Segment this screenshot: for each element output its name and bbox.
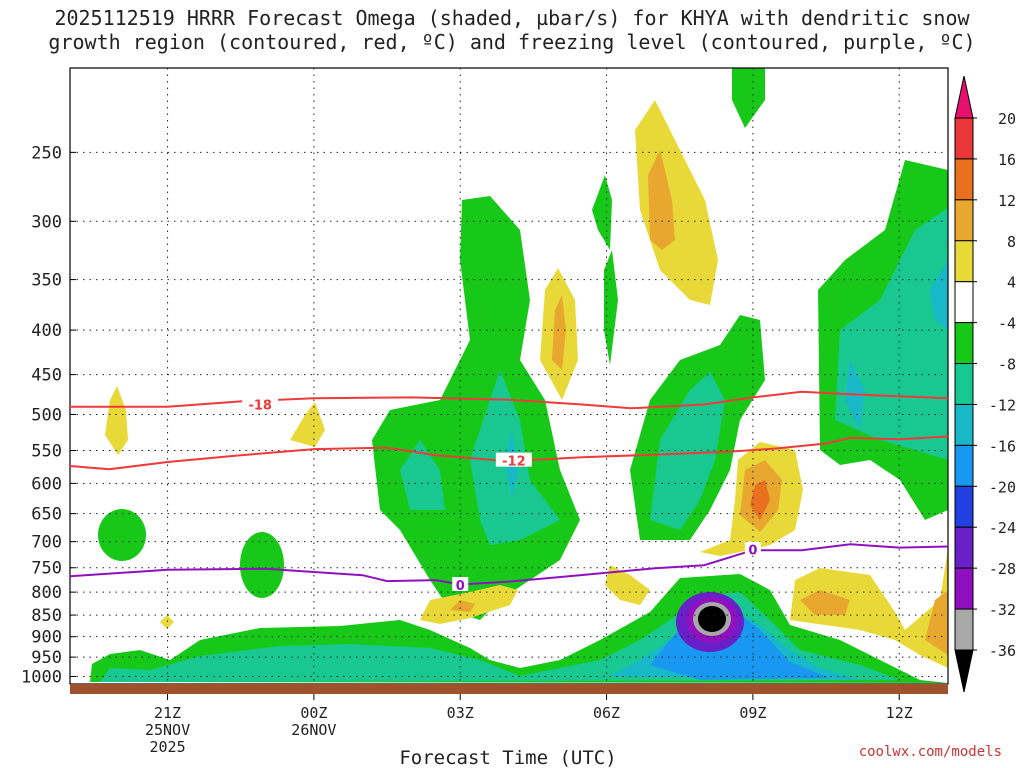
colorbar-bottom-triangle (954, 649, 974, 693)
contour-label: -18 (248, 398, 272, 413)
footer-credit: coolwx.com/models (858, 744, 1002, 760)
contour-label: 0 (456, 579, 465, 594)
omega-shade-orange-1030z (800, 590, 948, 655)
colorbar-label: -32 (989, 601, 1016, 619)
y-tick-label: 300 (31, 212, 62, 232)
y-tick-label: 700 (31, 533, 62, 553)
omega-shade-cyan-right (845, 260, 948, 430)
omega-shade-black-core (698, 606, 726, 632)
colorbar-box (954, 199, 974, 242)
x-axis-label: Forecast Time (UTC) (399, 747, 616, 768)
contour-label: 0 (748, 544, 757, 559)
colorbar-box (954, 158, 974, 201)
y-tick-label: 950 (31, 648, 62, 668)
omega-shade-orange-05z (552, 295, 566, 370)
omega-shade-yellow-blob-20z (105, 386, 128, 455)
y-tick-label: 500 (31, 405, 62, 425)
contour-label-bg (452, 576, 469, 591)
colorbar-label: 16 (998, 151, 1016, 169)
colorbar-box (954, 526, 974, 569)
chart-title: 2025112519 HRRR Forecast Omega (shaded, … (0, 6, 1024, 54)
contour-lines: -18 -12 0 0 (69, 390, 949, 594)
contour-line--18 (70, 390, 949, 410)
omega-shade-yellow-0730z (635, 100, 718, 305)
colorbar-box (954, 322, 974, 365)
colorbar-box (954, 403, 974, 446)
y-tick-label: 850 (31, 606, 62, 626)
colorbar-label: 12 (998, 192, 1016, 210)
colorbar-box (954, 444, 974, 487)
colorbar-label: -16 (989, 437, 1016, 455)
omega-shade-darkorange-0930z (750, 480, 770, 520)
colorbar-label: -12 (989, 396, 1016, 414)
omega-shade-yellow-blob-2330z (290, 402, 325, 447)
contour-label-bg (495, 452, 532, 467)
contour-label: -12 (502, 455, 526, 470)
omega-shade-teal-03z-column (400, 370, 560, 545)
omega-shade-green-blob-2130z (240, 532, 284, 598)
x-tick-label: 12Z (886, 704, 913, 722)
colorbar-label: -4 (998, 315, 1016, 333)
contour-label-bg (744, 541, 761, 556)
title-line-2: growth region (contoured, red, ºC) and f… (48, 30, 976, 54)
colorbar-label: -28 (989, 560, 1016, 578)
colorbar-box (954, 117, 974, 160)
x-tick-label: 00Z (300, 704, 327, 722)
colorbar-box (954, 567, 974, 610)
y-tick-label: 900 (31, 628, 62, 648)
y-tick-label: 800 (31, 583, 62, 603)
omega-shade-yellow-1030z (790, 548, 948, 668)
y-tick-label: 750 (31, 559, 62, 579)
omega-shading (90, 68, 948, 683)
colorbar-box (954, 608, 974, 651)
colorbar-box (954, 281, 974, 324)
colorbar-label: 8 (1007, 233, 1016, 251)
y-tick-label: 650 (31, 505, 62, 525)
colorbar-box (954, 240, 974, 283)
omega-shade-teal-07z (650, 372, 725, 530)
omega-shade-green-upper-06z (592, 175, 618, 365)
y-tick-label: 400 (31, 321, 62, 341)
colorbar-label: 4 (1007, 274, 1016, 292)
omega-shade-green-blob-20z (98, 509, 146, 561)
omega-shade-yellow-0630z (605, 565, 650, 605)
colorbar-box (954, 363, 974, 405)
omega-shade-orange-0330z (450, 600, 475, 612)
x-tick-label: 2025 (149, 738, 185, 756)
y-tick-label: 550 (31, 441, 62, 461)
x-tick-label: 03Z (447, 704, 474, 722)
y-tick-label: 450 (31, 366, 62, 386)
omega-shade-yellow-dot-21z (160, 615, 174, 629)
y-axis: 2503003504004505005506006507007508008509… (21, 143, 76, 688)
x-tick-label: 25NOV (145, 721, 190, 739)
colorbar-box (954, 485, 974, 528)
y-tick-label: 600 (31, 474, 62, 494)
x-tick-label: 21Z (154, 704, 181, 722)
colorbar-label: -36 (989, 642, 1016, 660)
contour-line--12 (69, 435, 949, 471)
colorbar-label: -8 (998, 356, 1016, 374)
ground-band (70, 684, 948, 694)
y-tick-label: 350 (31, 271, 62, 291)
contour-line-0 (69, 543, 949, 586)
colorbar-label: -20 (989, 478, 1016, 496)
y-tick-label: 1000 (21, 668, 62, 688)
omega-shade-green-03z-column (372, 196, 580, 620)
title-line-1: 2025112519 HRRR Forecast Omega (shaded, … (54, 6, 970, 30)
omega-shade-orange-0730z (648, 150, 675, 250)
colorbar-top-triangle (954, 75, 974, 119)
contour-label-bg (242, 396, 279, 411)
x-tick-label: 26NOV (291, 721, 336, 739)
x-tick-label: 06Z (593, 704, 620, 722)
colorbar-label: 20 (998, 110, 1016, 128)
omega-shade-green-top-09z (732, 68, 765, 128)
x-tick-label: 09Z (739, 704, 766, 722)
y-tick-label: 250 (31, 143, 62, 163)
colorbar: 20 16 12 8 4 -4 -8 -12 -16 -20 -24 -28 -32 -36 (954, 75, 1016, 693)
colorbar-label: -24 (989, 519, 1016, 537)
